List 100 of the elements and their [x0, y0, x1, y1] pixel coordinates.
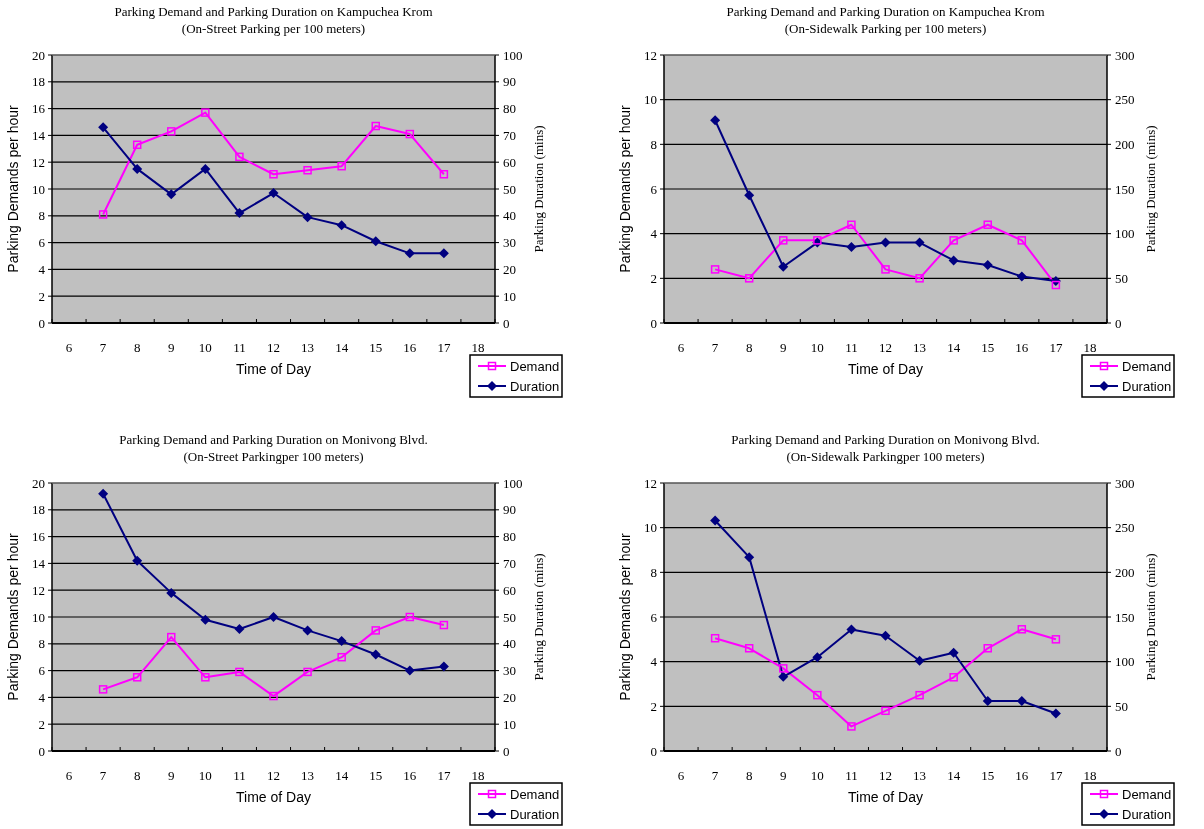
point — [778, 671, 789, 682]
x-tick-label: 15 — [369, 340, 383, 355]
point — [167, 632, 176, 642]
x-tick-label: 11 — [845, 340, 858, 355]
y-tick-label: 0 — [650, 315, 657, 331]
x-axis-title: Time of Day — [848, 361, 923, 377]
x-tick-label: 18 — [471, 340, 485, 355]
point — [302, 625, 313, 636]
point — [949, 236, 958, 245]
x-tick-label: 12 — [267, 768, 280, 783]
point — [234, 624, 245, 635]
y2-tick-label: 150 — [1115, 609, 1135, 625]
x-tick-label: 9 — [780, 768, 787, 783]
y2-tick-label: 90 — [503, 74, 516, 90]
point — [201, 673, 210, 682]
x-tick-label: 7 — [99, 340, 107, 355]
point — [710, 633, 720, 643]
legend-label: Duration — [1122, 379, 1172, 394]
y2-tick-label: 300 — [1115, 47, 1135, 63]
point — [404, 248, 415, 259]
x-tick-label: 9 — [780, 340, 787, 355]
point — [1017, 625, 1027, 634]
y-tick-label: 8 — [38, 636, 45, 652]
y-tick-label: 8 — [650, 136, 657, 152]
point — [1051, 280, 1061, 290]
x-tick-label: 11 — [233, 768, 246, 783]
y2-tick-label: 60 — [503, 154, 516, 170]
point — [880, 630, 891, 641]
point — [880, 237, 891, 248]
y-tick-label: 12 — [32, 154, 45, 170]
point — [778, 261, 789, 272]
x-tick-label: 17 — [437, 768, 451, 783]
x-tick-label: 10 — [198, 768, 212, 783]
y2-tick-label: 40 — [503, 636, 516, 652]
y2-tick-label: 250 — [1115, 92, 1135, 108]
point — [948, 647, 959, 658]
x-tick-label: 12 — [267, 340, 280, 355]
point — [201, 108, 210, 117]
y-tick-label: 20 — [32, 475, 45, 491]
point — [779, 236, 788, 245]
point — [132, 163, 143, 174]
point — [371, 626, 380, 635]
x-tick-label: 8 — [133, 340, 141, 355]
point — [132, 555, 143, 566]
y-tick-label: 0 — [650, 743, 657, 759]
point — [914, 237, 925, 248]
point — [303, 165, 312, 175]
chart-title: Parking Demand and Parking Duration on Monivong Blvd. — [119, 432, 428, 447]
y-axis-title: Parking Demands per hour — [5, 105, 21, 273]
x-tick-label: 7 — [99, 768, 107, 783]
y-tick-label: 4 — [38, 689, 46, 705]
point — [268, 612, 279, 622]
x-tick-label: 14 — [947, 768, 961, 783]
y2-tick-label: 50 — [1115, 270, 1128, 286]
point — [744, 552, 755, 563]
y2-tick-label: 200 — [1115, 564, 1135, 580]
y-tick-label: 14 — [32, 555, 46, 571]
x-axis-title: Time of Day — [236, 361, 311, 377]
point — [132, 673, 142, 682]
y-tick-label: 20 — [32, 47, 45, 63]
y-tick-label: 16 — [32, 529, 46, 545]
y2-tick-label: 250 — [1115, 520, 1135, 536]
y2-tick-label: 80 — [503, 529, 516, 545]
y-tick-label: 4 — [38, 261, 46, 277]
point — [847, 722, 856, 731]
y2-tick-label: 150 — [1115, 181, 1135, 197]
x-tick-label: 16 — [403, 340, 417, 355]
y2-tick-label: 10 — [503, 288, 516, 304]
y-tick-label: 4 — [650, 226, 658, 242]
point — [200, 614, 211, 625]
x-tick-label: 9 — [168, 340, 175, 355]
point — [813, 690, 822, 700]
y2-tick-label: 100 — [1115, 226, 1135, 242]
y-tick-label: 10 — [644, 520, 657, 536]
x-tick-label: 18 — [1083, 768, 1097, 783]
point — [710, 515, 721, 526]
point — [982, 259, 993, 270]
x-tick-label: 14 — [947, 340, 961, 355]
x-tick-label: 13 — [913, 340, 927, 355]
point — [439, 170, 449, 179]
point — [779, 664, 788, 673]
point — [1017, 236, 1027, 245]
chart-title: Parking Demand and Parking Duration on Kampuchea Krom — [114, 4, 433, 19]
y2-tick-label: 70 — [503, 127, 516, 143]
y-tick-label: 10 — [32, 181, 45, 197]
x-tick-label: 6 — [677, 340, 685, 355]
point — [744, 644, 754, 653]
point — [336, 220, 347, 231]
y-tick-label: 6 — [38, 663, 46, 679]
point — [846, 624, 857, 635]
y-tick-label: 0 — [38, 743, 45, 759]
legend-label: Demand — [510, 359, 560, 374]
point — [166, 587, 177, 598]
y-tick-label: 0 — [38, 315, 45, 331]
y-axis-title: Parking Demands per hour — [617, 105, 633, 273]
x-tick-label: 8 — [133, 768, 141, 783]
y-tick-label: 12 — [644, 47, 657, 63]
y2-tick-label: 0 — [1115, 315, 1122, 331]
y2-tick-label: 0 — [503, 743, 510, 759]
y-tick-label: 14 — [32, 127, 46, 143]
